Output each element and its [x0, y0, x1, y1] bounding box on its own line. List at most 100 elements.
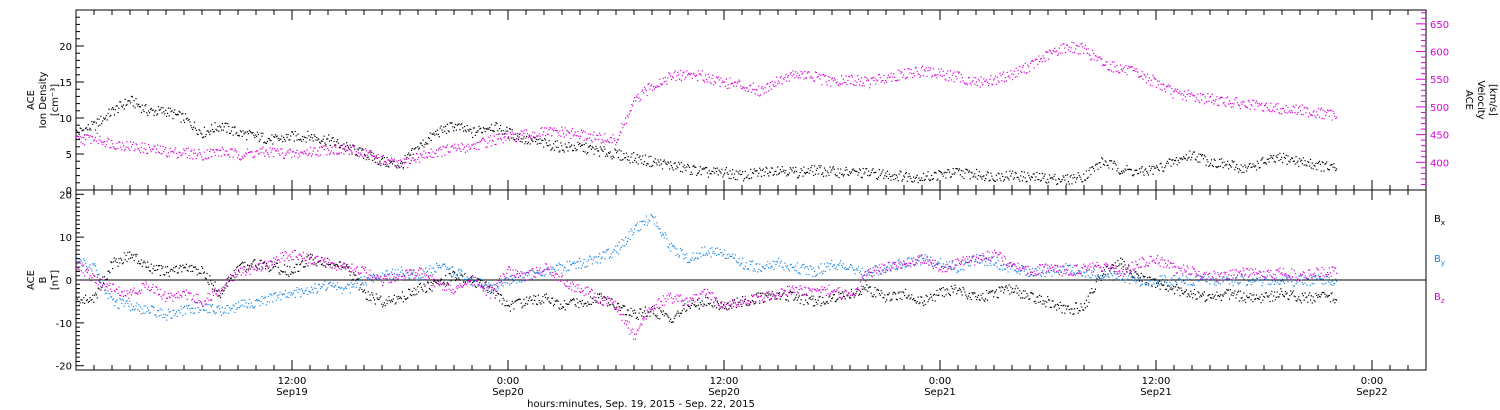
data-point — [220, 296, 222, 299]
data-point — [786, 175, 788, 177]
data-point — [814, 299, 817, 301]
data-point — [807, 71, 809, 73]
data-point — [458, 123, 460, 125]
data-point — [1306, 107, 1308, 109]
data-point — [1255, 165, 1257, 167]
data-point — [804, 70, 806, 73]
data-point — [178, 267, 180, 269]
data-point — [1219, 296, 1221, 298]
data-point — [325, 289, 327, 291]
data-point — [565, 303, 567, 305]
data-point — [177, 309, 179, 311]
data-point — [301, 152, 303, 154]
data-point — [237, 157, 239, 159]
data-point — [999, 72, 1001, 74]
data-point — [246, 139, 248, 141]
data-point — [274, 136, 276, 138]
data-point — [1302, 157, 1304, 159]
data-point — [664, 161, 666, 163]
data-point — [617, 138, 619, 140]
data-point — [365, 150, 367, 152]
data-point — [811, 77, 813, 79]
data-point — [760, 169, 762, 171]
data-point — [1245, 106, 1247, 108]
data-point — [178, 309, 180, 312]
data-point — [1213, 158, 1215, 160]
data-point — [775, 295, 777, 297]
data-point — [1079, 53, 1081, 55]
data-point — [265, 296, 267, 298]
data-point — [985, 80, 987, 82]
data-point — [722, 176, 724, 178]
data-point — [1333, 298, 1335, 300]
data-point — [440, 278, 442, 280]
data-point — [85, 262, 87, 264]
data-point — [1077, 312, 1079, 314]
data-point — [99, 280, 101, 282]
data-point — [670, 78, 673, 80]
data-point — [941, 75, 943, 77]
data-point — [141, 308, 143, 310]
data-point — [1181, 157, 1183, 159]
data-point — [455, 129, 457, 131]
data-point — [199, 130, 201, 132]
data-point — [410, 149, 412, 151]
data-point — [1000, 74, 1002, 76]
data-point — [1274, 161, 1276, 163]
data-point — [405, 162, 407, 164]
data-point — [849, 76, 851, 78]
data-point — [275, 262, 277, 264]
data-point — [1316, 111, 1318, 113]
data-point — [176, 157, 178, 159]
data-point — [643, 161, 646, 163]
data-point — [580, 135, 582, 137]
data-point — [851, 169, 853, 171]
data-point — [1166, 160, 1168, 162]
data-point — [213, 311, 215, 313]
data-point — [740, 85, 742, 87]
data-point — [180, 305, 182, 307]
data-point — [1105, 61, 1107, 63]
data-point — [1214, 159, 1216, 161]
data-point — [1053, 175, 1055, 177]
data-point — [1112, 71, 1114, 73]
data-point — [89, 297, 91, 299]
data-point — [1268, 108, 1270, 111]
data-point — [1144, 169, 1146, 171]
data-point — [307, 293, 309, 296]
data-point — [163, 111, 165, 113]
data-point — [1313, 299, 1315, 301]
data-point — [121, 106, 124, 108]
data-point — [456, 148, 458, 150]
data-point — [933, 172, 935, 174]
data-point — [901, 298, 903, 301]
data-point — [694, 166, 696, 168]
data-point — [426, 156, 428, 158]
data-point — [198, 272, 200, 274]
data-point — [874, 287, 876, 289]
data-point — [460, 274, 462, 276]
data-point — [83, 137, 85, 139]
data-point — [644, 306, 646, 308]
data-point — [856, 290, 858, 293]
data-point — [806, 72, 808, 74]
data-point — [789, 167, 791, 169]
data-point — [812, 171, 814, 173]
data-point — [356, 278, 358, 280]
data-point — [488, 128, 490, 130]
data-point — [1270, 293, 1272, 295]
data-point — [1169, 85, 1171, 87]
data-point — [125, 104, 127, 107]
data-point — [436, 133, 438, 135]
data-point — [927, 171, 929, 173]
data-point — [136, 253, 138, 255]
data-point — [116, 142, 118, 144]
data-point — [390, 301, 392, 303]
data-point — [611, 158, 613, 160]
data-point — [1325, 114, 1327, 116]
data-point — [859, 80, 862, 82]
data-point — [148, 112, 151, 114]
data-point — [499, 128, 501, 130]
data-point — [776, 174, 778, 176]
data-point — [1068, 46, 1070, 48]
